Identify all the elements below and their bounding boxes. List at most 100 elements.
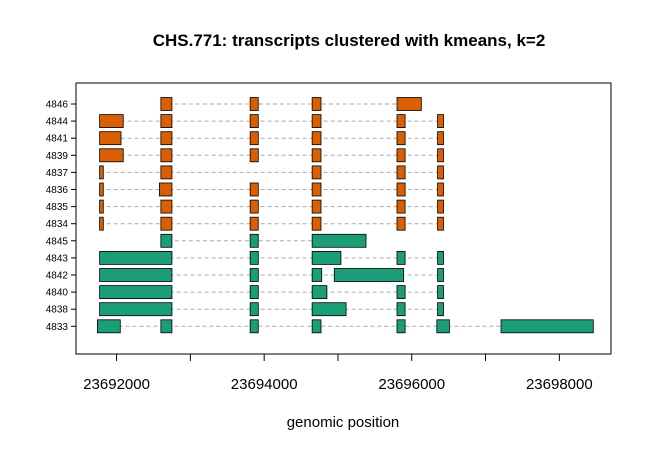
exon-4841-1 — [99, 131, 122, 146]
exon-4843-4 — [396, 250, 406, 265]
exon-4839-2 — [160, 148, 173, 163]
exon-4839-5 — [396, 148, 406, 163]
x-axis: 23692000 23694000 23696000 23698000 — [83, 353, 593, 393]
y-tick-label: 4837 — [46, 168, 69, 179]
exon-4846-1 — [160, 97, 173, 111]
exon-4843-3 — [311, 250, 342, 265]
y-tick-label: 4841 — [46, 134, 69, 145]
exon-4842-1 — [99, 268, 173, 282]
exon-4838-2 — [249, 302, 259, 317]
exon-4838-1 — [99, 302, 173, 317]
y-tick-label: 4846 — [46, 100, 69, 111]
exon-4834-5 — [396, 216, 406, 231]
exon-4845-2 — [249, 233, 259, 248]
exon-4838-4 — [396, 302, 406, 317]
exon-4846-2 — [249, 97, 259, 111]
y-tick-label: 4840 — [46, 288, 69, 299]
exon-4840-4 — [396, 285, 406, 300]
exon-4840-5 — [437, 285, 444, 300]
y-tick-label: 4838 — [46, 305, 69, 316]
exon-4835-5 — [396, 199, 406, 214]
exon-4837-2 — [160, 165, 173, 180]
exon-4834-1 — [99, 216, 104, 231]
exon-4839-3 — [249, 148, 259, 163]
exon-4839-6 — [437, 148, 444, 163]
exon-4841-2 — [160, 131, 173, 146]
exon-4833-3 — [249, 319, 259, 334]
exon-4845-3 — [311, 233, 367, 248]
exon-4835-3 — [249, 199, 259, 214]
y-tick-label: 4843 — [46, 253, 69, 264]
x-tick-label: 23694000 — [231, 376, 298, 393]
exon-4839-1 — [99, 148, 124, 163]
y-tick-label: 4835 — [46, 202, 69, 213]
x-axis-label: genomic position — [287, 414, 400, 431]
exon-4834-6 — [437, 216, 444, 231]
chart-title: CHS.771: transcripts clustered with kmea… — [153, 31, 546, 50]
exon-4834-3 — [249, 216, 259, 231]
exon-4844-5 — [396, 114, 406, 128]
exon-4842-4 — [333, 268, 405, 282]
exon-4841-5 — [396, 131, 406, 146]
exon-4835-6 — [437, 199, 444, 214]
y-tick-label: 4836 — [46, 185, 69, 196]
exon-4841-6 — [437, 131, 444, 146]
exon-4839-4 — [311, 148, 322, 163]
exon-4837-1 — [99, 165, 104, 180]
exon-4833-7 — [500, 319, 594, 334]
y-tick-label: 4844 — [46, 117, 69, 128]
exon-4833-5 — [396, 319, 406, 334]
exon-4833-2 — [160, 319, 173, 334]
exon-4843-1 — [99, 250, 173, 265]
exon-4833-6 — [436, 319, 450, 334]
exon-4844-4 — [311, 114, 322, 128]
exon-4837-5 — [437, 165, 444, 180]
exon-4836-4 — [311, 182, 322, 197]
exon-4833-4 — [311, 319, 322, 334]
exon-4837-3 — [311, 165, 322, 180]
exon-4835-2 — [160, 199, 173, 214]
exon-4842-3 — [311, 268, 323, 282]
exon-4834-4 — [311, 216, 322, 231]
exon-4836-3 — [249, 182, 259, 197]
exon-4836-2 — [158, 182, 173, 197]
y-tick-label: 4839 — [46, 151, 69, 162]
exon-4844-2 — [160, 114, 173, 128]
x-tick-label: 23692000 — [83, 376, 150, 393]
y-tick-label: 4842 — [46, 271, 69, 282]
exon-4840-1 — [99, 285, 173, 300]
exon-4833-1 — [97, 319, 121, 334]
x-tick-label: 23696000 — [378, 376, 445, 393]
exon-4834-2 — [160, 216, 173, 231]
y-axis: 4846 4844 4841 4839 4837 4836 4835 4834 4845 4843… — [46, 100, 76, 333]
exon-4846-4 — [396, 97, 422, 111]
exon-4836-6 — [437, 182, 444, 197]
exon-4841-4 — [311, 131, 322, 146]
exon-4843-5 — [437, 250, 444, 265]
exon-4840-3 — [311, 285, 328, 300]
exon-4835-4 — [311, 199, 322, 214]
exon-4838-3 — [311, 302, 347, 317]
exon-4844-3 — [249, 114, 259, 128]
x-tick-label: 23698000 — [526, 376, 593, 393]
y-tick-label: 4845 — [46, 236, 69, 247]
exon-4843-2 — [249, 250, 259, 265]
exon-4846-3 — [311, 97, 322, 111]
y-tick-label: 4833 — [46, 322, 69, 333]
exon-4841-3 — [249, 131, 259, 146]
exon-4844-6 — [437, 114, 444, 128]
exon-4836-1 — [99, 182, 104, 197]
exon-4840-2 — [249, 285, 259, 300]
exon-4844-1 — [99, 114, 124, 128]
exon-4845-1 — [160, 233, 173, 248]
exon-4837-4 — [396, 165, 406, 180]
exon-4842-2 — [249, 268, 259, 282]
exon-4836-5 — [396, 182, 406, 197]
exon-4842-5 — [437, 268, 444, 282]
exon-4838-5 — [437, 302, 444, 317]
y-tick-label: 4834 — [46, 219, 69, 230]
exon-4835-1 — [99, 199, 104, 214]
exon-blocks — [97, 97, 594, 334]
